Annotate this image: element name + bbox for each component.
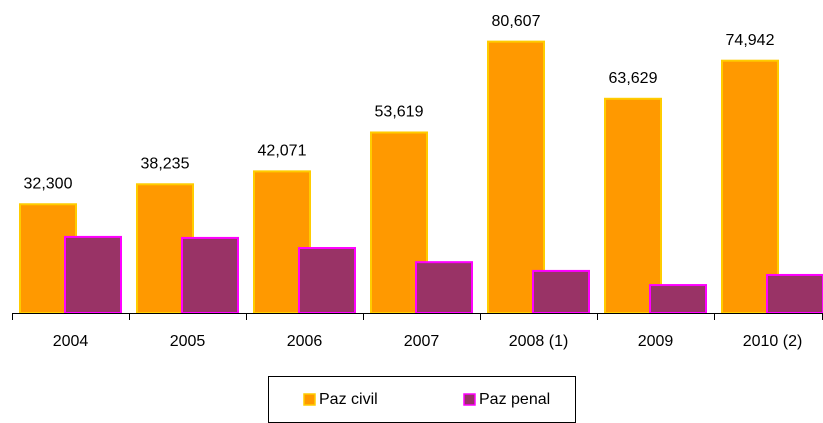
x-tick-label: 2004 — [53, 333, 89, 350]
bar — [181, 236, 239, 315]
data-label: 38,235 — [141, 155, 190, 172]
data-label: 53,619 — [375, 104, 424, 121]
data-label: 80,607 — [492, 13, 541, 30]
bar — [532, 269, 590, 314]
legend-swatch — [303, 393, 316, 406]
bar — [415, 261, 473, 314]
bar — [649, 284, 707, 315]
data-label: 42,071 — [258, 143, 307, 160]
x-tick-label: 2009 — [638, 333, 674, 350]
legend-box — [268, 376, 576, 423]
data-label: 74,942 — [726, 32, 775, 49]
bar — [604, 97, 662, 314]
bar — [298, 247, 356, 314]
legend-label: Paz penal — [479, 391, 550, 408]
x-tick-label: 2010 (2) — [743, 333, 803, 350]
bar — [487, 40, 545, 314]
x-tick-label: 2008 (1) — [509, 333, 569, 350]
bar — [64, 235, 122, 314]
bar — [766, 273, 823, 314]
x-tick-label: 2006 — [287, 333, 323, 350]
legend-swatch — [463, 393, 476, 406]
legend-label: Paz civil — [319, 391, 378, 408]
x-tick-label: 2007 — [404, 333, 440, 350]
data-label: 32,300 — [24, 175, 73, 192]
x-tick-label: 2005 — [170, 333, 206, 350]
data-label: 63,629 — [609, 70, 658, 87]
